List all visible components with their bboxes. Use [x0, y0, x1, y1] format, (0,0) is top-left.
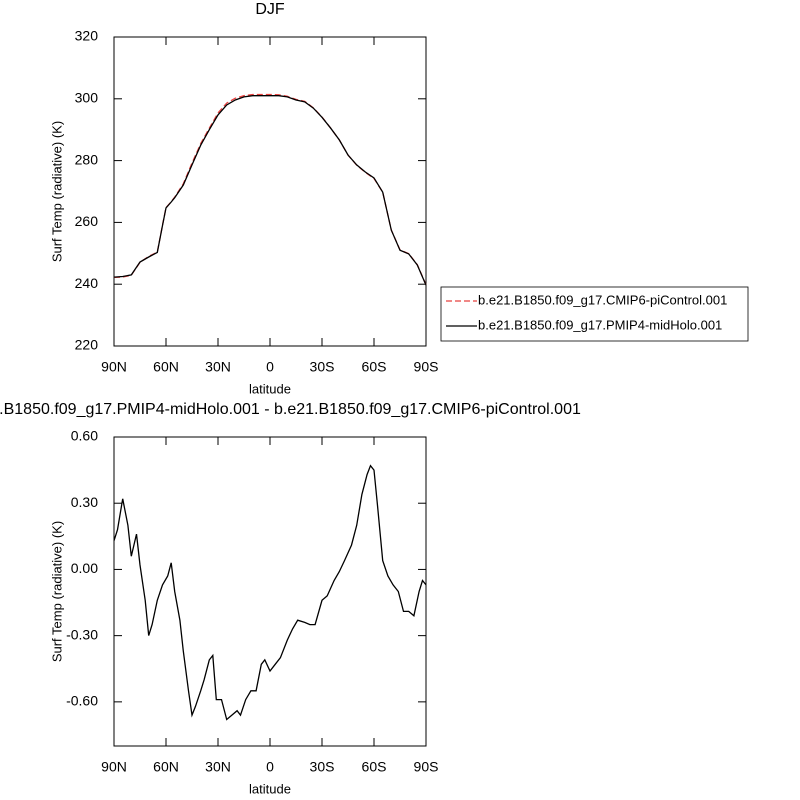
data-line	[113, 93, 427, 286]
y-axis-label: Surf Temp (radiative) (K)	[49, 521, 64, 662]
x-axis-label: latitude	[249, 381, 291, 396]
y-tick-label: 300	[75, 90, 99, 106]
y-tick-label: 280	[75, 151, 99, 167]
data-line	[113, 464, 427, 721]
legend-label: b.e21.B1850.f09_g17.CMIP6-piControl.001	[478, 292, 727, 307]
x-tick-label: 30N	[205, 759, 231, 775]
y-tick-label: -0.30	[66, 626, 98, 642]
x-tick-label: 60N	[153, 759, 179, 775]
data-line	[113, 95, 427, 286]
chart-title: DJF	[255, 1, 285, 18]
legend-label: b.e21.B1850.f09_g17.PMIP4-midHolo.001	[478, 317, 722, 332]
x-tick-label: 60S	[362, 759, 387, 775]
x-tick-label: 60N	[153, 359, 179, 375]
plot-frame	[113, 36, 427, 347]
chart-title: b.e21.B1850.f09_g17.PMIP4-midHolo.001 - …	[0, 401, 581, 418]
y-tick-label: 320	[75, 28, 99, 44]
y-tick-label: 0.60	[71, 428, 98, 444]
y-tick-label: 0.30	[71, 494, 98, 510]
x-tick-label: 60S	[362, 359, 387, 375]
x-axis-label: latitude	[249, 781, 291, 796]
x-tick-label: 90S	[414, 359, 439, 375]
y-tick-label: 240	[75, 275, 99, 291]
x-tick-label: 0	[266, 759, 274, 775]
x-tick-label: 90S	[414, 759, 439, 775]
x-tick-label: 90N	[101, 359, 127, 375]
y-axis-label: Surf Temp (radiative) (K)	[49, 121, 64, 262]
legend-box	[440, 286, 749, 342]
y-tick-label: 0.00	[71, 560, 98, 576]
x-tick-label: 30S	[310, 359, 335, 375]
y-tick-label: -0.60	[66, 693, 98, 709]
x-tick-label: 90N	[101, 759, 127, 775]
y-tick-label: 220	[75, 337, 99, 353]
x-tick-label: 30S	[310, 759, 335, 775]
y-tick-label: 260	[75, 213, 99, 229]
x-tick-label: 0	[266, 359, 274, 375]
x-tick-label: 30N	[205, 359, 231, 375]
